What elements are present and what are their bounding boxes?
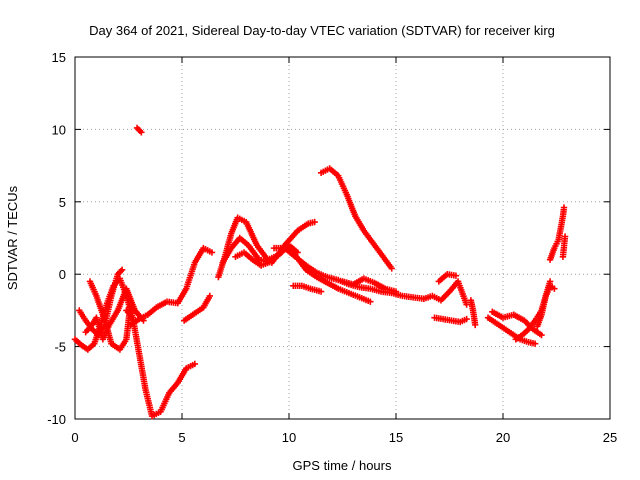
data-trail — [182, 294, 212, 323]
series-arc-25 — [559, 233, 569, 261]
series-arc-14 — [290, 282, 325, 295]
x-axis-label: GPS time / hours — [293, 458, 392, 473]
y-tick-label: -5 — [54, 340, 66, 355]
y-tick-label: -10 — [47, 412, 66, 427]
chart-title: Day 364 of 2021, Sidereal Day-to-day VTE… — [89, 23, 555, 38]
data-trail — [422, 279, 469, 306]
x-tick-label: 15 — [389, 430, 403, 445]
series-arc-16 — [420, 278, 470, 308]
series-arc-24 — [546, 204, 568, 263]
series-arc-18 — [431, 314, 470, 326]
y-tick-label: 0 — [59, 267, 66, 282]
series-arc-19 — [467, 297, 479, 329]
data-trail — [124, 309, 196, 419]
series-arc-23 — [534, 282, 558, 330]
data-trail — [468, 299, 479, 326]
data-trail — [320, 166, 394, 270]
series-arc-6 — [133, 124, 145, 136]
data-trail — [560, 235, 568, 258]
data-trail — [129, 246, 213, 327]
axis-ticks: 0 5 10 15 20 25 -10 -5 0 5 10 15 — [47, 50, 617, 445]
series-arc-7 — [127, 244, 216, 329]
data-trail — [292, 282, 323, 295]
y-tick-label: 15 — [52, 50, 66, 65]
data-trail — [547, 206, 567, 261]
y-tick-label: 5 — [59, 195, 66, 210]
series-arc-15 — [339, 275, 400, 295]
data-trail — [135, 126, 144, 134]
y-tick-label: 10 — [52, 122, 66, 137]
grid — [75, 57, 610, 419]
x-tick-label: 25 — [603, 430, 617, 445]
x-tick-label: 10 — [282, 430, 296, 445]
data-trail — [437, 271, 457, 284]
x-tick-label: 5 — [178, 430, 185, 445]
plot-frame — [74, 56, 611, 420]
data-points — [71, 124, 569, 420]
y-axis-label: SDTVAR / TECUs — [5, 185, 20, 290]
data-trail — [341, 276, 398, 295]
x-tick-label: 0 — [71, 430, 78, 445]
data-trail — [534, 284, 556, 328]
series-arc-13 — [317, 165, 395, 272]
series-arc-17 — [435, 271, 460, 285]
series-arc-8 — [180, 292, 214, 324]
x-tick-label: 20 — [496, 430, 510, 445]
series-arc-5 — [123, 307, 199, 420]
data-trail — [433, 314, 468, 325]
